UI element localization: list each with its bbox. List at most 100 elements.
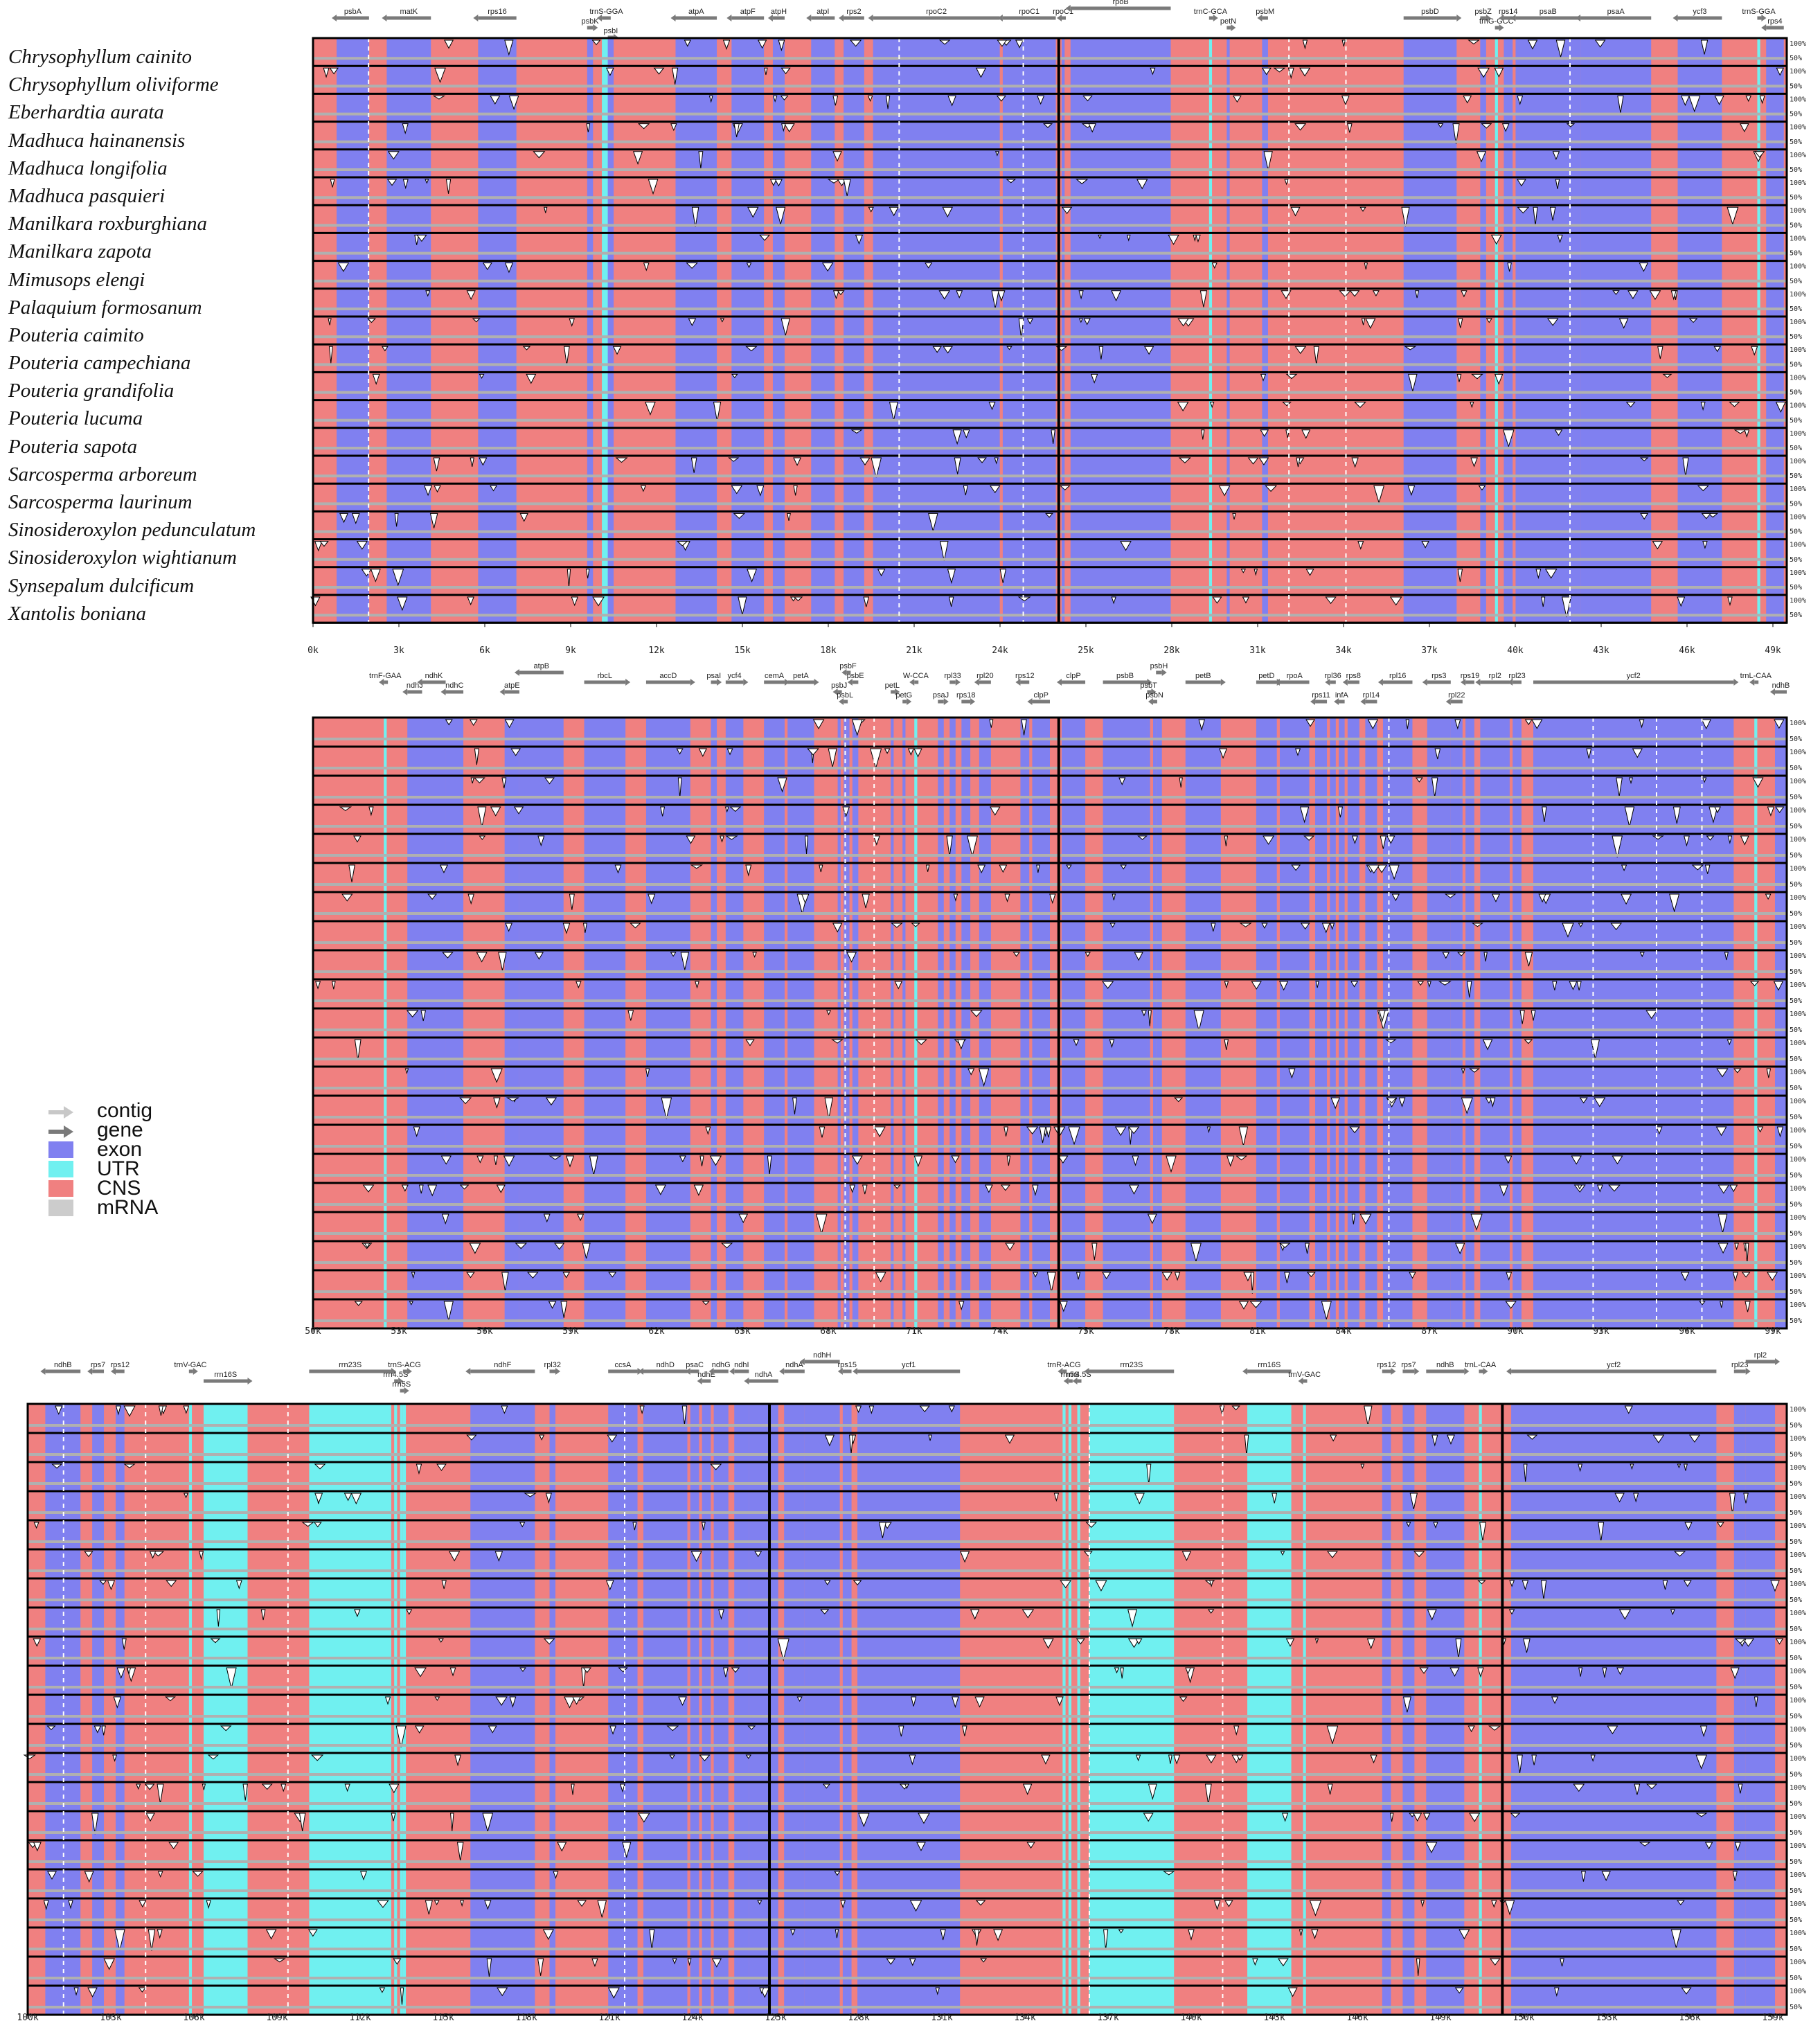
- identity-dip: [1076, 1638, 1085, 1645]
- species-label: Manilkara roxburghiana: [8, 213, 208, 235]
- identity-dip: [441, 1580, 447, 1590]
- identity-dip: [1695, 1754, 1707, 1770]
- identity-dip: [764, 67, 768, 75]
- identity-dip: [834, 1871, 841, 1876]
- exon-region: [857, 1404, 961, 2015]
- gene-arrow: [1057, 15, 1067, 21]
- identity-dip: [1188, 1929, 1195, 1941]
- identity-100-label: 100%: [1790, 68, 1806, 75]
- identity-dip: [747, 1725, 756, 1730]
- identity-dip: [1372, 290, 1380, 297]
- gene-arrow: [787, 679, 819, 686]
- identity-dip: [1311, 1929, 1319, 1940]
- identity-100-label: 100%: [1790, 1214, 1806, 1222]
- identity-dip: [368, 806, 374, 817]
- identity-dip: [1136, 179, 1148, 190]
- identity-dip: [747, 569, 758, 583]
- panel-frame: [26, 1403, 1788, 2016]
- identity-dip: [1066, 864, 1072, 870]
- identity-50-label: 50%: [1790, 1026, 1802, 1034]
- identity-dip: [898, 1725, 904, 1737]
- identity-dip: [395, 1725, 407, 1747]
- identity-dip: [482, 1813, 494, 1833]
- identity-dip: [1775, 402, 1786, 413]
- identity-50-label: 50%: [1790, 1143, 1802, 1150]
- identity-dip: [885, 95, 891, 109]
- identity-dip: [1118, 777, 1126, 785]
- exon-region: [734, 1404, 749, 2015]
- identity-dip: [1303, 835, 1315, 841]
- identity-dip: [1427, 981, 1431, 988]
- identity-dip: [1673, 1551, 1686, 1557]
- identity-dip: [314, 1463, 326, 1470]
- identity-dip: [522, 346, 531, 350]
- identity-100-label: 100%: [1790, 1435, 1806, 1443]
- identity-dip: [1437, 123, 1444, 128]
- identity-50-label: 50%: [1790, 1684, 1802, 1691]
- identity-dip: [1555, 39, 1566, 57]
- identity-dip: [967, 1068, 975, 1076]
- identity-dip: [505, 923, 512, 932]
- identity-dip: [1364, 262, 1368, 270]
- gene-label: rps11: [1312, 691, 1330, 700]
- exon-region: [1152, 718, 1157, 1328]
- axis-tick-label: 81k: [1249, 1326, 1266, 1337]
- exon-region: [979, 718, 991, 1328]
- identity-dip: [1478, 485, 1486, 491]
- identity-dip: [607, 1987, 620, 1999]
- identity-dip: [1707, 513, 1719, 518]
- identity-dip: [406, 1609, 413, 1615]
- identity-dip: [1288, 1068, 1296, 1079]
- identity-dip: [1509, 1580, 1515, 1587]
- axis-tick-label: 49k: [1765, 645, 1781, 656]
- gene-arrow: [87, 1368, 105, 1375]
- identity-dip: [952, 1696, 959, 1709]
- identity-50-label: 50%: [1790, 852, 1802, 860]
- identity-dip: [1775, 1638, 1784, 1645]
- identity-100-label: 100%: [1790, 778, 1806, 785]
- identity-dip: [344, 1493, 353, 1502]
- identity-dip: [1527, 39, 1538, 50]
- identity-dip: [43, 1900, 49, 1911]
- identity-dip: [1327, 1783, 1333, 1795]
- identity-100-label: 100%: [1790, 1406, 1806, 1414]
- identity-dip: [1389, 864, 1400, 880]
- legend-label: exon: [97, 1138, 143, 1161]
- identity-dip: [938, 290, 951, 300]
- identity-dip: [466, 1434, 477, 1441]
- identity-dip: [918, 1813, 930, 1824]
- identity-dip: [582, 1667, 591, 1673]
- identity-dip: [1321, 923, 1330, 934]
- identity-dip: [1083, 1551, 1093, 1557]
- identity-dip: [701, 1522, 706, 1531]
- identity-dip: [699, 1155, 704, 1166]
- identity-dip: [353, 835, 362, 843]
- identity-dip: [686, 835, 696, 844]
- exon-region: [1427, 718, 1451, 1328]
- identity-dip: [677, 777, 682, 799]
- gene-label: petL: [885, 682, 900, 690]
- identity-dip: [301, 1522, 314, 1527]
- gene-arrow: [1072, 1378, 1082, 1385]
- identity-dip: [1621, 893, 1632, 905]
- identity-50-label: 50%: [1790, 1626, 1802, 1633]
- identity-dip: [1741, 1272, 1751, 1278]
- identity-dip: [466, 290, 476, 301]
- exon-region: [1339, 718, 1345, 1328]
- identity-50-label: 50%: [1790, 1655, 1802, 1662]
- identity-dip: [1444, 893, 1456, 898]
- identity-dip: [620, 1783, 625, 1793]
- identity-dip: [680, 952, 690, 970]
- identity-dip: [1279, 981, 1289, 991]
- identity-dip: [367, 318, 376, 323]
- identity-dip: [792, 1097, 797, 1114]
- gene-label: rpl14: [1363, 691, 1380, 700]
- identity-dip: [1670, 1609, 1675, 1616]
- identity-dip: [1704, 864, 1711, 874]
- identity-dip: [1261, 923, 1268, 929]
- identity-dip: [1767, 1272, 1778, 1281]
- gene-label: ndhG: [712, 1361, 731, 1369]
- identity-dip: [391, 1813, 396, 1822]
- identity-dip: [1247, 457, 1259, 465]
- identity-dip: [1163, 1871, 1175, 1876]
